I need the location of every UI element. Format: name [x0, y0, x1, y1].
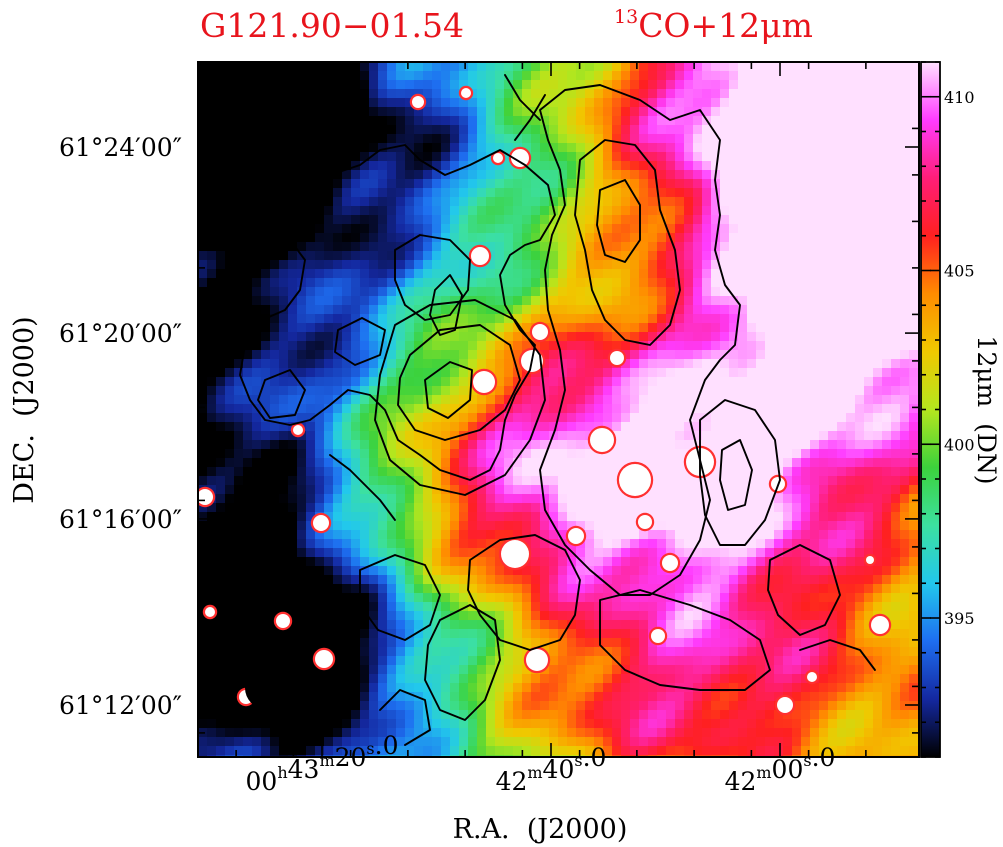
tracer-label: CO+12μm [638, 6, 813, 45]
co-contour-22 [269, 559, 301, 596]
x-tick-label: 00h43m20s.0 [246, 731, 399, 796]
co-contour-18 [767, 544, 841, 636]
co-contour-10 [574, 139, 681, 346]
plot-frame [197, 61, 920, 758]
co-contour-20 [504, 74, 541, 121]
co-contour-9 [539, 84, 741, 596]
colorbar-tick-label: 400 [944, 435, 975, 454]
x-tick-label: 42m40s.0 [496, 743, 607, 796]
colorbar-tick-label: 395 [944, 609, 975, 628]
y-tick-label: 61°20′00″ [59, 319, 182, 348]
beam-marker [245, 667, 287, 709]
co-contour-11 [596, 179, 641, 263]
x-axis-label: R.A. (J2000) [453, 814, 628, 845]
co-contour-15 [424, 604, 501, 721]
source-title: G121.90−01.54 [200, 6, 464, 45]
co-contour-17 [599, 589, 771, 691]
intensity-map [198, 62, 919, 757]
co-contour-16 [359, 554, 441, 641]
co-contour-8 [374, 299, 546, 496]
colorbar-tick-label: 405 [944, 262, 975, 281]
co-contours [239, 74, 876, 746]
co-contour-5 [257, 369, 306, 419]
tracer-title: 13CO+12μm [614, 6, 813, 51]
co-contour-3 [429, 274, 463, 336]
y-tick-label: 61°16′00″ [59, 505, 182, 534]
co-contour-21 [329, 454, 396, 521]
co-contour-24 [799, 639, 876, 671]
x-tick-label: 42m00s.0 [725, 743, 836, 796]
co-contour-4 [334, 317, 386, 366]
co-contour-13 [719, 439, 753, 511]
co-contour-7 [424, 361, 473, 419]
colorbar-label: 12μm (DN) [972, 335, 1001, 484]
co-contour-23 [379, 689, 431, 746]
y-axis-label: DEC. (J2000) [9, 316, 40, 503]
y-tick-label: 61°12′00″ [59, 691, 182, 720]
co-contour-19 [514, 94, 546, 141]
co-contour-12 [699, 399, 781, 546]
co-contour-1 [239, 144, 556, 481]
isotope-superscript: 13 [614, 6, 639, 28]
co-contour-6 [397, 324, 521, 441]
y-tick-label: 61°24′00″ [59, 133, 182, 162]
colorbar-tick-label: 410 [944, 88, 975, 107]
